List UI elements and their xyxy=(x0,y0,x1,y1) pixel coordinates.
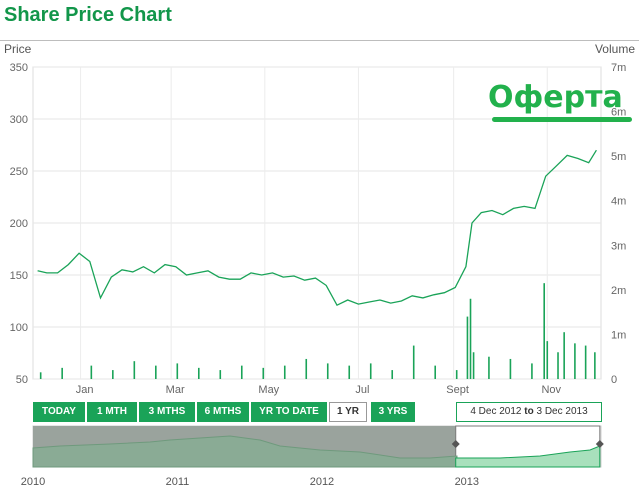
annotation-oferta: Оферта xyxy=(488,80,623,115)
month-tick-label: Jan xyxy=(76,384,94,396)
navigator-year-label: 2013 xyxy=(455,476,479,488)
volume-tick-label: 2m xyxy=(611,285,626,297)
volume-bar xyxy=(412,345,415,379)
price-line xyxy=(37,149,597,307)
month-tick-label: Mar xyxy=(166,384,185,396)
volume-bar xyxy=(176,363,179,379)
price-tick-label: 150 xyxy=(10,270,28,282)
volume-bar xyxy=(455,370,458,379)
volume-bar xyxy=(305,358,308,379)
page-title: Share Price Chart xyxy=(4,4,172,26)
range-button-6-months[interactable]: 6 MTHS xyxy=(197,402,249,422)
price-tick-label: 350 xyxy=(10,62,28,74)
price-axis-title: Price xyxy=(4,42,32,56)
price-tick-label: 300 xyxy=(10,114,28,126)
volume-bar xyxy=(61,367,63,379)
volume-tick-label: 5m xyxy=(611,151,626,163)
range-button-1-month[interactable]: 1 MTH xyxy=(87,402,137,422)
volume-bar xyxy=(488,356,490,379)
annotation-underline xyxy=(492,117,632,122)
volume-axis-title: Volume xyxy=(594,42,635,56)
volume-bar xyxy=(112,370,114,379)
navigator-right-handle-icon xyxy=(595,440,604,448)
month-tick-label: May xyxy=(258,384,279,396)
volume-bar xyxy=(155,365,157,379)
month-tick-label: Jul xyxy=(355,384,369,396)
date-from[interactable]: 4 Dec 2012 xyxy=(470,406,522,417)
navigator-year-label: 2010 xyxy=(21,476,45,488)
month-tick-label: Nov xyxy=(541,384,561,396)
volume-bar xyxy=(594,352,596,379)
volume-bar xyxy=(531,363,533,379)
volume-bar xyxy=(466,316,469,379)
navigator-left-handle-icon xyxy=(451,440,460,448)
volume-tick-label: 1m xyxy=(611,329,626,341)
volume-tick-label: 4m xyxy=(611,196,626,208)
navigator-year-label: 2011 xyxy=(166,476,190,488)
volume-bar xyxy=(348,365,351,379)
volume-bar xyxy=(472,352,475,379)
volume-bar xyxy=(197,367,200,379)
volume-bar xyxy=(283,365,286,379)
volume-bar xyxy=(219,370,222,379)
volume-bar xyxy=(584,345,587,379)
volume-bar xyxy=(434,365,437,379)
navigator-year-label: 2012 xyxy=(310,476,334,488)
volume-tick-label: 3m xyxy=(611,240,626,252)
price-tick-label: 200 xyxy=(10,218,28,230)
range-button-3-months[interactable]: 3 MTHS xyxy=(139,402,195,422)
price-tick-label: 100 xyxy=(10,322,28,334)
volume-tick-label: 7m xyxy=(611,62,626,74)
price-tick-label: 50 xyxy=(16,374,28,386)
volume-bar xyxy=(262,367,265,379)
volume-bar xyxy=(574,343,576,379)
volume-bar xyxy=(469,298,472,379)
volume-bar xyxy=(557,352,559,379)
volume-bar xyxy=(326,363,329,379)
volume-bar xyxy=(546,341,549,379)
volume-bar xyxy=(90,365,93,379)
volume-bar xyxy=(39,372,42,379)
volume-bar xyxy=(563,332,565,379)
title-divider xyxy=(0,40,639,41)
date-to[interactable]: 3 Dec 2013 xyxy=(536,406,588,417)
volume-bar xyxy=(240,365,243,379)
navigator-selected-area xyxy=(455,445,601,468)
range-button-today[interactable]: TODAY xyxy=(33,402,85,422)
date-range-display[interactable]: 4 Dec 2012 to 3 Dec 2013 xyxy=(456,402,602,422)
volume-bar xyxy=(369,363,372,379)
price-tick-label: 250 xyxy=(10,166,28,178)
navigator-history-area xyxy=(32,435,458,468)
volume-bar xyxy=(509,358,512,379)
month-tick-label: Sept xyxy=(446,384,469,396)
volume-bar xyxy=(543,283,545,379)
range-button-1-year[interactable]: 1 YR xyxy=(329,402,367,422)
date-to-word: to xyxy=(524,406,534,417)
volume-tick-label: 6m xyxy=(611,107,626,119)
volume-bar xyxy=(133,361,136,379)
volume-tick-label: 0 xyxy=(611,374,617,386)
range-button-3-years[interactable]: 3 YRS xyxy=(371,402,415,422)
range-button-year-to-date[interactable]: YR TO DATE xyxy=(251,402,327,422)
volume-bar xyxy=(391,370,394,379)
